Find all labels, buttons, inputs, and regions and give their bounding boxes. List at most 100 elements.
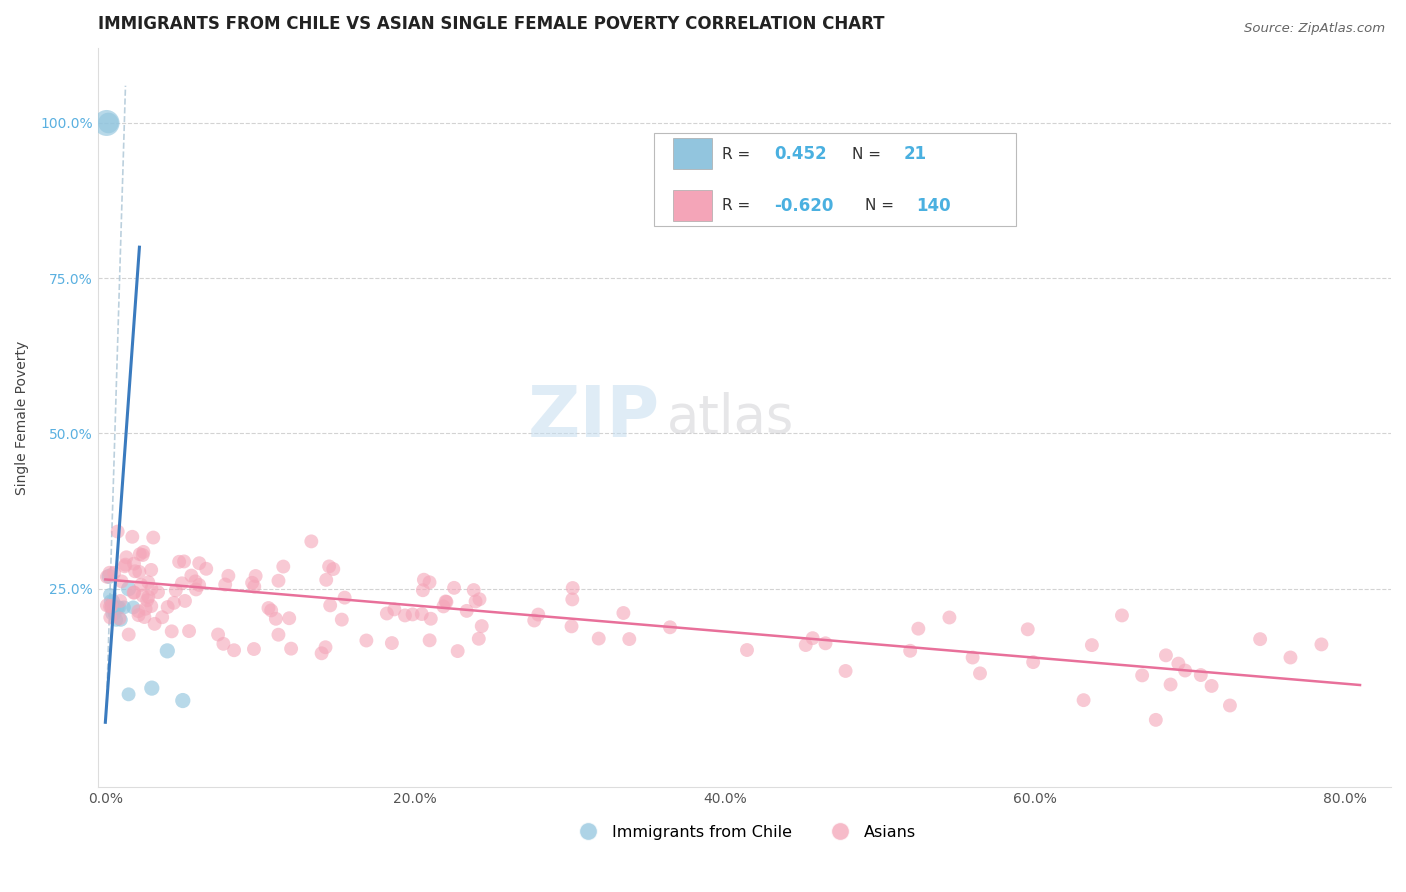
Point <box>245 569 267 583</box>
Point <box>118 627 141 641</box>
Point <box>801 631 824 645</box>
Point <box>214 577 236 591</box>
Point <box>107 600 129 615</box>
Point <box>188 578 211 592</box>
Point <box>146 585 169 599</box>
Point <box>619 632 641 646</box>
Point <box>1130 668 1153 682</box>
Point <box>134 610 156 624</box>
Point <box>1154 648 1177 663</box>
Point <box>432 599 454 614</box>
Text: R =: R = <box>723 198 755 213</box>
Point <box>267 574 290 588</box>
Point <box>117 687 139 701</box>
Point <box>436 595 458 609</box>
Point <box>156 644 179 658</box>
Point <box>122 585 145 599</box>
Point <box>330 613 353 627</box>
Point <box>129 578 152 592</box>
Point <box>471 619 494 633</box>
Point <box>612 606 634 620</box>
Text: 21: 21 <box>904 145 927 163</box>
Point <box>401 607 423 622</box>
Point <box>468 632 491 646</box>
Point <box>659 620 682 634</box>
Point <box>468 592 491 607</box>
Point <box>100 599 122 613</box>
Point <box>97 116 120 130</box>
Point <box>1174 664 1197 678</box>
Point <box>1201 679 1223 693</box>
Point <box>264 612 287 626</box>
Point <box>1310 637 1333 651</box>
Point <box>103 600 125 615</box>
Text: N =: N = <box>865 198 898 213</box>
Point <box>177 624 200 639</box>
Point <box>560 619 582 633</box>
Point <box>184 574 207 589</box>
Point <box>394 608 416 623</box>
Point <box>412 573 434 587</box>
Point <box>561 581 583 595</box>
Point <box>456 604 478 618</box>
Point <box>188 556 211 570</box>
Point <box>150 610 173 624</box>
Point <box>280 641 302 656</box>
Point <box>100 600 122 615</box>
Point <box>319 599 342 613</box>
Point <box>173 554 195 568</box>
Point <box>1219 698 1241 713</box>
Point <box>1111 608 1133 623</box>
Point <box>1167 657 1189 671</box>
Point <box>136 593 159 607</box>
Point <box>375 607 398 621</box>
Point <box>142 531 165 545</box>
Point <box>735 643 758 657</box>
Point <box>117 582 139 596</box>
Point <box>217 569 239 583</box>
Point <box>356 633 378 648</box>
Point <box>447 644 470 658</box>
Point <box>114 559 136 574</box>
Text: 0.452: 0.452 <box>775 145 827 163</box>
Point <box>969 666 991 681</box>
Point <box>222 643 245 657</box>
Text: -0.620: -0.620 <box>775 197 834 215</box>
Bar <box>673 190 711 220</box>
Text: IMMIGRANTS FROM CHILE VS ASIAN SINGLE FEMALE POVERTY CORRELATION CHART: IMMIGRANTS FROM CHILE VS ASIAN SINGLE FE… <box>97 15 884 33</box>
Point <box>1022 655 1045 669</box>
Point <box>110 613 132 627</box>
Point <box>131 589 153 603</box>
Point <box>434 594 457 608</box>
Text: N =: N = <box>852 146 886 161</box>
Point <box>163 596 186 610</box>
Text: R =: R = <box>723 146 755 161</box>
Point <box>443 581 465 595</box>
Point <box>240 575 263 590</box>
Point <box>128 565 150 579</box>
Point <box>794 638 817 652</box>
Point <box>96 116 118 130</box>
Point <box>98 599 121 614</box>
Bar <box>673 138 711 169</box>
Point <box>107 524 129 539</box>
Point <box>464 594 486 608</box>
Point <box>110 574 132 589</box>
Point <box>1160 677 1182 691</box>
Point <box>315 573 337 587</box>
Point <box>122 585 145 599</box>
Point <box>322 562 344 576</box>
Point <box>105 613 128 627</box>
Point <box>1073 693 1095 707</box>
Point <box>588 632 610 646</box>
Point <box>156 600 179 615</box>
Point <box>527 607 550 622</box>
Point <box>1279 650 1302 665</box>
Point <box>195 562 218 576</box>
Point <box>141 681 163 695</box>
Point <box>143 616 166 631</box>
Point <box>101 607 124 621</box>
Point <box>121 530 143 544</box>
Point <box>167 555 190 569</box>
Y-axis label: Single Female Poverty: Single Female Poverty <box>15 341 30 495</box>
